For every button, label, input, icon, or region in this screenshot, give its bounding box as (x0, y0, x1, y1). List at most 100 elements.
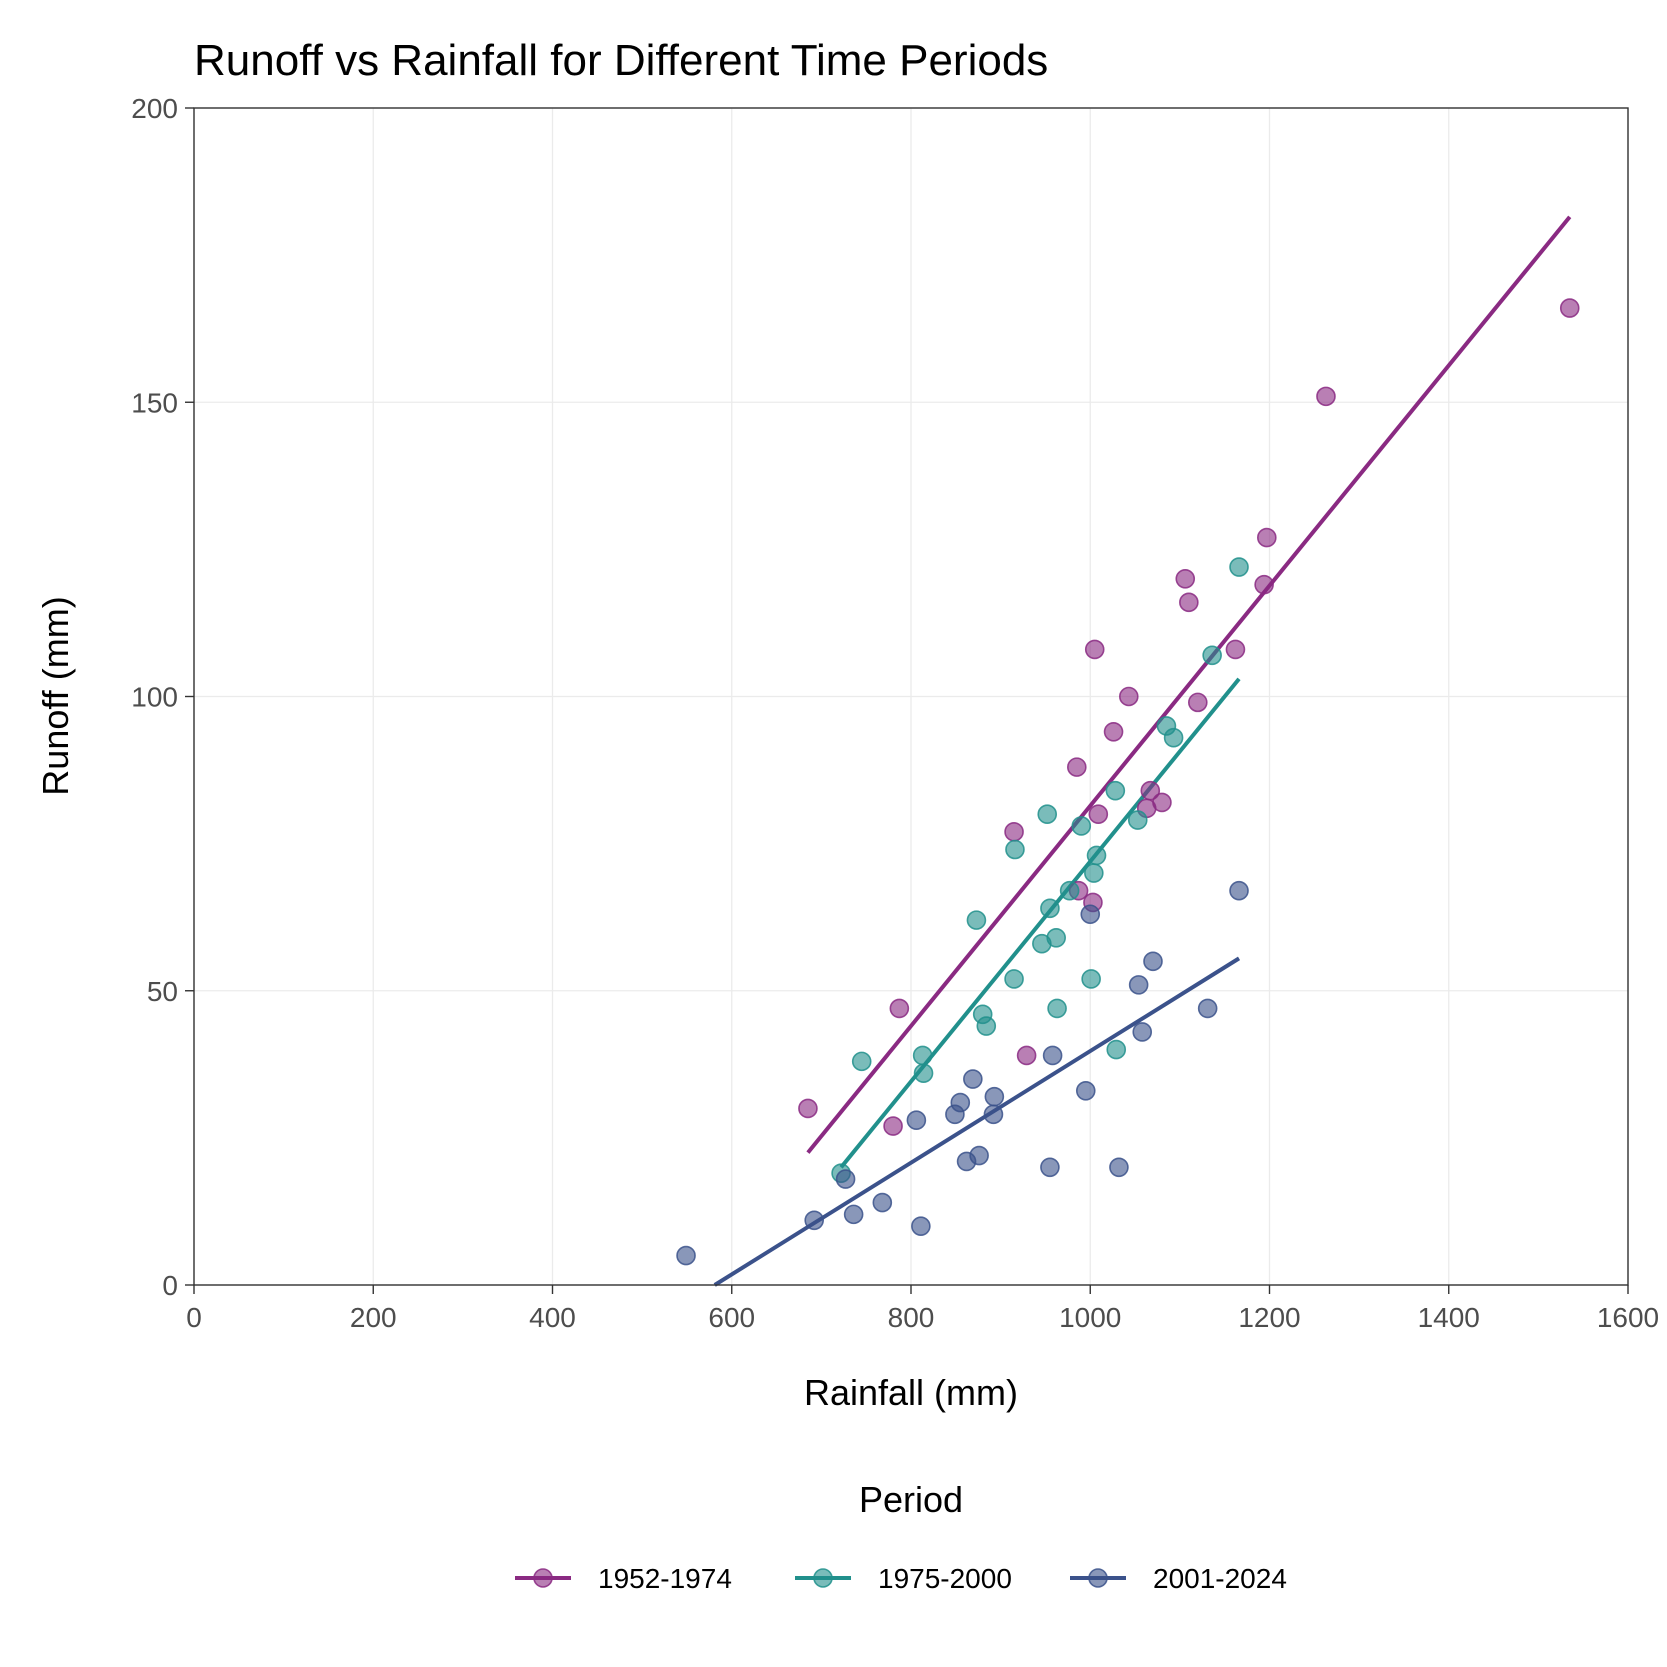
fit-line-2001-2024 (713, 956, 1241, 1287)
x-tick-label: 400 (529, 1302, 576, 1333)
point-2001-2024 (1143, 951, 1163, 972)
legend-label-1952-1974: 1952-1974 (598, 1563, 732, 1594)
legend: 1952-1974 1975-2000 2001-2024 (515, 1563, 1287, 1594)
point-1952-1974 (1118, 686, 1139, 707)
point-2001-2024 (835, 1169, 856, 1189)
point-1952-1974 (1016, 1045, 1037, 1066)
point-1975-2000 (1105, 780, 1126, 801)
x-tick-label: 600 (708, 1302, 755, 1333)
point-1975-2000 (1081, 969, 1101, 989)
point-1952-1974 (1004, 822, 1024, 842)
point-2001-2024 (950, 1092, 971, 1113)
point-2001-2024 (1075, 1080, 1096, 1101)
point-2001-2024 (1132, 1022, 1153, 1042)
x-tick-label: 0 (186, 1302, 202, 1333)
point-1952-1974 (1188, 692, 1208, 713)
y-axis-ticks: 0 50 100 150 200 (131, 93, 194, 1301)
point-2001-2024 (1042, 1045, 1063, 1066)
point-1952-1974 (1254, 574, 1274, 595)
y-tick-label: 0 (162, 1270, 178, 1301)
point-1952-1974 (1152, 792, 1172, 813)
x-tick-label: 1400 (1418, 1302, 1480, 1333)
point-1975-2000 (1046, 927, 1066, 948)
x-tick-label: 200 (350, 1302, 397, 1333)
x-tick-label: 1200 (1238, 1302, 1300, 1333)
x-axis-title: Rainfall (mm) (804, 1372, 1018, 1413)
point-1975-2000 (1005, 839, 1025, 860)
chart-title: Runoff vs Rainfall for Different Time Pe… (194, 36, 1048, 85)
point-1952-1974 (1225, 639, 1246, 660)
point-1952-1974 (1179, 592, 1199, 613)
point-2001-2024 (872, 1192, 893, 1213)
point-2001-2024 (1080, 904, 1101, 925)
point-2001-2024 (843, 1204, 864, 1225)
point-1952-1974 (1140, 780, 1161, 801)
point-2001-2024 (1128, 975, 1149, 995)
point-1975-2000 (1059, 880, 1080, 901)
point-1975-2000 (1040, 898, 1060, 919)
x-tick-label: 1000 (1059, 1302, 1121, 1333)
y-tick-label: 200 (131, 93, 178, 124)
point-1975-2000 (1071, 816, 1092, 836)
point-1952-1974 (1316, 386, 1336, 407)
x-tick-label: 1600 (1597, 1302, 1659, 1333)
point-2001-2024 (1040, 1157, 1060, 1178)
point-1975-2000 (913, 1063, 934, 1083)
legend-key-2001-2024: 2001-2024 (1070, 1563, 1287, 1594)
point-1952-1974 (1088, 804, 1109, 825)
x-axis-ticks: 0 200 400 600 800 1000 1200 1400 1600 (186, 1285, 1659, 1333)
fit-line-1975-2000 (839, 677, 1241, 1169)
point-2001-2024 (906, 1110, 927, 1131)
point-2001-2024 (804, 1210, 825, 1231)
point-1952-1974 (1067, 757, 1087, 777)
point-2001-2024 (1197, 998, 1218, 1019)
point-1952-1974 (1084, 639, 1105, 660)
point-1952-1974 (1559, 298, 1580, 318)
x-tick-label: 800 (888, 1302, 935, 1333)
point-1975-2000 (976, 1016, 997, 1036)
point-1952-1974 (1257, 527, 1277, 548)
point-2001-2024 (963, 1069, 983, 1089)
point-1952-1974 (889, 998, 910, 1019)
point-2001-2024 (911, 1216, 931, 1236)
legend-label-1975-2000: 1975-2000 (878, 1563, 1012, 1594)
fit-line-1952-1974 (806, 215, 1572, 1154)
legend-marker-2001-2024 (1088, 1568, 1108, 1588)
legend-marker-1952-1974 (533, 1568, 553, 1588)
point-2001-2024 (984, 1086, 1005, 1107)
point-1975-2000 (1127, 810, 1148, 830)
point-2001-2024 (676, 1245, 696, 1266)
fit-lines (713, 215, 1572, 1287)
point-1975-2000 (1086, 845, 1107, 866)
point-1975-2000 (1047, 998, 1067, 1019)
point-1975-2000 (1106, 1039, 1127, 1060)
y-axis-title: Runoff (mm) (35, 596, 76, 795)
point-2001-2024 (969, 1145, 989, 1166)
legend-marker-1975-2000 (813, 1568, 833, 1588)
point-1975-2000 (1229, 557, 1249, 577)
point-1975-2000 (966, 910, 987, 930)
point-1975-2000 (1202, 645, 1222, 666)
legend-key-1952-1974: 1952-1974 (515, 1563, 732, 1594)
point-1975-2000 (1084, 863, 1104, 883)
point-2001-2024 (1109, 1157, 1129, 1178)
point-2001-2024 (983, 1104, 1004, 1125)
y-tick-label: 100 (131, 682, 178, 713)
point-2001-2024 (1229, 880, 1249, 901)
legend-title: Period (859, 1479, 963, 1520)
point-1975-2000 (912, 1045, 933, 1066)
point-1952-1974 (1175, 568, 1196, 589)
point-1952-1974 (1103, 722, 1124, 742)
point-1975-2000 (1037, 804, 1058, 825)
legend-label-2001-2024: 2001-2024 (1153, 1563, 1287, 1594)
point-1975-2000 (851, 1051, 872, 1072)
data-points (676, 298, 1580, 1266)
point-1975-2000 (1004, 969, 1024, 989)
legend-key-1975-2000: 1975-2000 (795, 1563, 1012, 1594)
point-1952-1974 (798, 1098, 818, 1119)
point-1952-1974 (883, 1116, 903, 1136)
y-tick-label: 150 (131, 387, 178, 418)
y-tick-label: 50 (147, 976, 178, 1007)
